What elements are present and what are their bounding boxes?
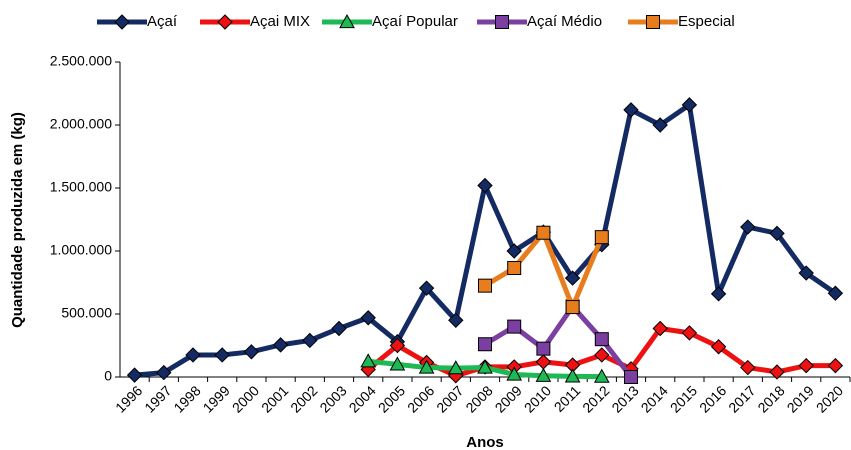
marker <box>740 359 756 376</box>
marker <box>827 285 844 301</box>
marker <box>594 230 609 245</box>
x-tick-label: 2014 <box>638 382 671 415</box>
x-tick-label: 2018 <box>754 382 787 415</box>
marker <box>769 225 785 242</box>
marker <box>389 337 406 354</box>
marker <box>243 344 260 360</box>
x-tick-label: 2019 <box>784 382 817 415</box>
marker <box>495 15 509 29</box>
marker <box>564 368 581 383</box>
x-tick-label: 2010 <box>521 382 554 415</box>
marker <box>272 337 289 353</box>
marker <box>478 278 492 293</box>
legend-label: Açai MIX <box>250 13 310 30</box>
x-tick-label: 2001 <box>258 382 291 415</box>
x-tick-label: 2004 <box>346 382 379 415</box>
marker <box>214 347 230 363</box>
y-tick-label: 1.000.000 <box>50 242 112 258</box>
marker <box>448 312 464 329</box>
marker <box>594 347 610 363</box>
marker <box>624 370 638 384</box>
x-axis-label: Anos <box>466 434 504 450</box>
marker <box>681 97 698 113</box>
marker <box>418 359 435 374</box>
marker <box>535 367 552 382</box>
legend-label: Especial <box>678 13 735 30</box>
x-tick-label: 1996 <box>112 382 145 415</box>
marker <box>477 177 493 194</box>
marker <box>769 364 785 380</box>
x-tick-label: 2008 <box>462 382 495 415</box>
x-tick-label: 2006 <box>404 382 437 415</box>
x-tick-label: 1998 <box>170 382 203 415</box>
marker <box>798 265 814 281</box>
marker <box>536 341 551 356</box>
marker <box>646 15 660 29</box>
marker <box>339 13 355 29</box>
marker <box>114 14 130 30</box>
marker <box>126 367 143 383</box>
x-tick-label: 2011 <box>551 382 584 415</box>
marker <box>156 364 172 381</box>
marker <box>652 320 668 337</box>
x-tick-label: 2015 <box>667 382 700 415</box>
series-line <box>134 102 837 378</box>
legend-label: Açaí <box>147 13 178 30</box>
marker <box>564 270 581 286</box>
marker <box>652 117 668 133</box>
y-axis-label: Quantidade produzida em (kg) <box>9 112 26 328</box>
marker <box>360 353 377 368</box>
marker <box>507 261 522 276</box>
legend-label: Açaí Popular <box>372 13 458 30</box>
x-tick-label: 1999 <box>200 382 233 415</box>
marker <box>418 280 435 296</box>
marker <box>477 359 493 374</box>
x-tick-label: 2002 <box>287 382 320 415</box>
marker <box>478 337 492 352</box>
marker <box>710 286 727 302</box>
marker <box>681 325 698 341</box>
marker <box>507 319 522 334</box>
x-tick-label: 2007 <box>433 382 466 415</box>
x-tick-label: 2017 <box>725 382 758 415</box>
x-tick-label: 2013 <box>608 382 641 415</box>
x-tick-label: 2005 <box>375 382 408 415</box>
marker <box>536 225 551 240</box>
x-tick-label: 2009 <box>492 382 525 415</box>
x-tick-label: 2016 <box>696 382 729 415</box>
series-line <box>483 230 605 310</box>
y-tick-label: 1.500.000 <box>50 179 112 195</box>
marker <box>389 356 406 371</box>
legend-label: Açaí Médio <box>527 13 602 30</box>
y-tick-label: 500.000 <box>61 305 112 321</box>
y-tick-label: 0 <box>104 368 112 384</box>
marker <box>185 347 201 363</box>
marker <box>535 354 552 370</box>
marker <box>360 310 376 326</box>
marker <box>506 243 522 259</box>
marker <box>331 320 347 337</box>
marker <box>623 102 639 118</box>
marker <box>565 300 580 315</box>
marker <box>710 339 727 355</box>
marker <box>302 332 318 349</box>
x-tick-label: 2003 <box>316 382 349 415</box>
marker <box>594 332 609 347</box>
marker <box>827 357 844 374</box>
x-tick-label: 2020 <box>813 382 846 415</box>
y-tick-label: 2.000.000 <box>50 116 112 132</box>
marker <box>798 357 814 374</box>
x-tick-label: 2000 <box>229 382 262 415</box>
x-tick-label: 2012 <box>579 382 612 415</box>
marker <box>593 368 610 383</box>
marker <box>740 219 756 235</box>
y-tick-label: 2.500.000 <box>50 53 112 69</box>
marker <box>217 14 233 30</box>
marker <box>447 360 464 375</box>
marker <box>506 366 523 381</box>
x-tick-label: 1997 <box>141 382 174 415</box>
